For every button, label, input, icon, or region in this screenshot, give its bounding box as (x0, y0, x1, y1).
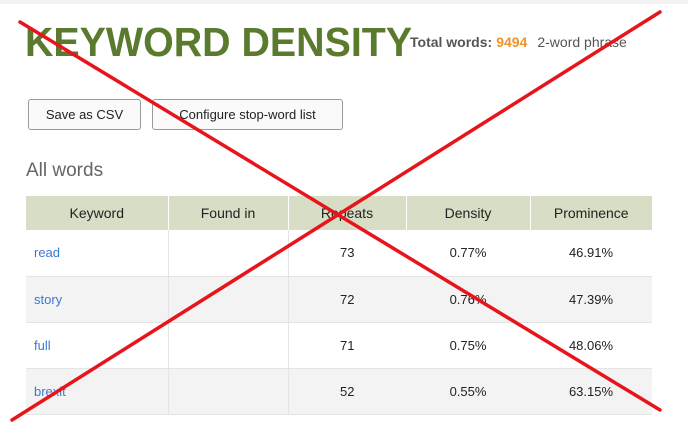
save-as-csv-button[interactable]: Save as CSV (28, 99, 141, 130)
page-top-border (0, 0, 688, 4)
column-header-density[interactable]: Density (406, 196, 531, 230)
prominence-cell: 46.91% (530, 230, 652, 277)
keyword-cell: read (26, 230, 168, 277)
table-row: full 71 0.75% 48.06% (26, 322, 652, 369)
keyword-table-container: Keyword Found in Repeats Density Promine… (26, 196, 652, 415)
table-row: read 73 0.77% 46.91% (26, 230, 652, 277)
total-words-value: 9494 (496, 34, 528, 50)
table-row: story 72 0.76% 47.39% (26, 276, 652, 323)
header: KEYWORD DENSITY Total words: 9494 2-word p… (25, 13, 688, 71)
found-in-cell (167, 368, 289, 415)
keyword-cell: brexit (26, 368, 168, 415)
found-in-cell (167, 230, 289, 277)
prominence-cell: 48.06% (530, 322, 652, 369)
column-header-found-in[interactable]: Found in (168, 196, 289, 230)
keyword-link[interactable]: read (34, 245, 61, 261)
table-row: brexit 52 0.55% 63.15% (26, 368, 652, 415)
keyword-cell: full (26, 322, 168, 369)
table-header-row: Keyword Found in Repeats Density Promine… (26, 196, 652, 230)
keyword-link[interactable]: full (34, 337, 51, 353)
repeats-cell: 71 (288, 322, 406, 369)
column-header-repeats[interactable]: Repeats (288, 196, 407, 230)
total-words-label: Total words: (410, 34, 493, 50)
repeats-cell: 72 (288, 276, 406, 323)
repeats-cell: 52 (288, 368, 406, 415)
prominence-cell: 47.39% (530, 276, 652, 323)
prominence-cell: 63.15% (530, 368, 652, 415)
density-cell: 0.77% (406, 230, 530, 277)
density-cell: 0.76% (406, 276, 530, 323)
keyword-link[interactable]: story (34, 291, 63, 307)
configure-stop-word-list-button[interactable]: Configure stop-word list (152, 99, 343, 130)
density-cell: 0.55% (406, 368, 530, 415)
keyword-table: Keyword Found in Repeats Density Promine… (26, 196, 652, 415)
page-title: KEYWORD DENSITY (25, 19, 413, 65)
found-in-cell (167, 276, 289, 323)
keyword-cell: story (26, 276, 168, 323)
repeats-cell: 73 (288, 230, 406, 277)
keyword-link[interactable]: brexit (34, 383, 66, 399)
header-stats: Total words: 9494 2-word phrase (410, 13, 627, 71)
section-title: All words (26, 160, 104, 181)
found-in-cell (167, 322, 289, 369)
phrase-tab-label[interactable]: 2-word phrase (537, 34, 627, 50)
column-header-prominence[interactable]: Prominence (530, 196, 652, 230)
density-cell: 0.75% (406, 322, 530, 369)
column-header-keyword[interactable]: Keyword (26, 196, 169, 230)
